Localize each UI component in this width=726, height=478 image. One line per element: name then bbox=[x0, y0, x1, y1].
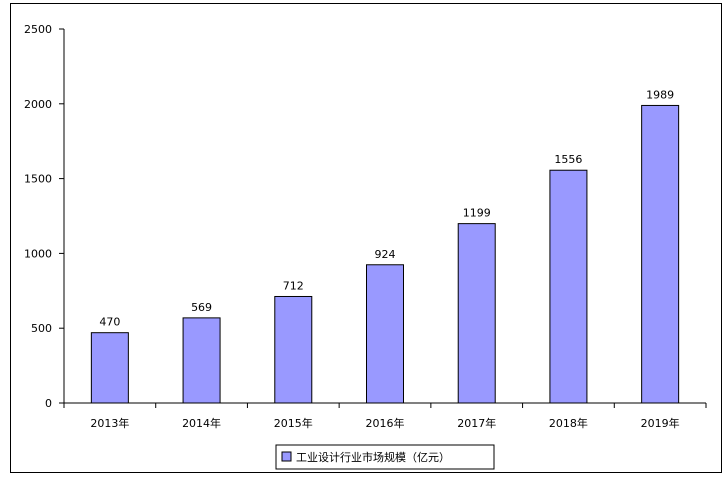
data-label: 1989 bbox=[646, 88, 674, 101]
x-tick-label: 2016年 bbox=[366, 416, 405, 430]
x-tick-label: 2015年 bbox=[274, 416, 313, 430]
data-labels: 470 569 712 924 1199 1556 1989 bbox=[99, 88, 674, 328]
bar bbox=[90, 332, 129, 404]
legend-swatch bbox=[281, 451, 292, 462]
data-label: 924 bbox=[375, 248, 396, 261]
bar bbox=[366, 264, 404, 404]
y-tick-label: 2500 bbox=[24, 23, 52, 36]
bar bbox=[549, 169, 588, 404]
data-label: 569 bbox=[191, 301, 212, 314]
bar bbox=[182, 317, 221, 404]
x-tick-label: 2018年 bbox=[549, 416, 588, 430]
bar bbox=[641, 104, 680, 404]
legend-box bbox=[275, 444, 495, 470]
bar bbox=[274, 295, 313, 404]
y-tick-label: 1000 bbox=[24, 247, 52, 260]
x-tick-label: 2013年 bbox=[90, 416, 129, 430]
data-label: 712 bbox=[283, 279, 304, 292]
data-label: 1199 bbox=[463, 207, 491, 220]
y-tick-label: 1500 bbox=[24, 173, 52, 186]
y-tick-label: 2000 bbox=[24, 98, 52, 111]
x-tick-label: 2017年 bbox=[457, 416, 496, 430]
x-tick-label: 2014年 bbox=[182, 416, 221, 430]
y-tick-label: 0 bbox=[45, 397, 52, 410]
legend: 工业设计行业市场规模（亿元） bbox=[275, 444, 495, 470]
axes: 0 500 1000 1500 2000 2500 2013年 2014年 2015年 2016年… bbox=[24, 23, 707, 430]
data-label: 470 bbox=[99, 316, 120, 329]
data-label: 1556 bbox=[554, 153, 582, 166]
bar bbox=[457, 223, 496, 404]
legend-label: 工业设计行业市场规模（亿元） bbox=[296, 450, 450, 464]
x-tick-label: 2019年 bbox=[641, 416, 680, 430]
bars bbox=[90, 104, 680, 404]
y-tick-label: 500 bbox=[31, 322, 52, 335]
